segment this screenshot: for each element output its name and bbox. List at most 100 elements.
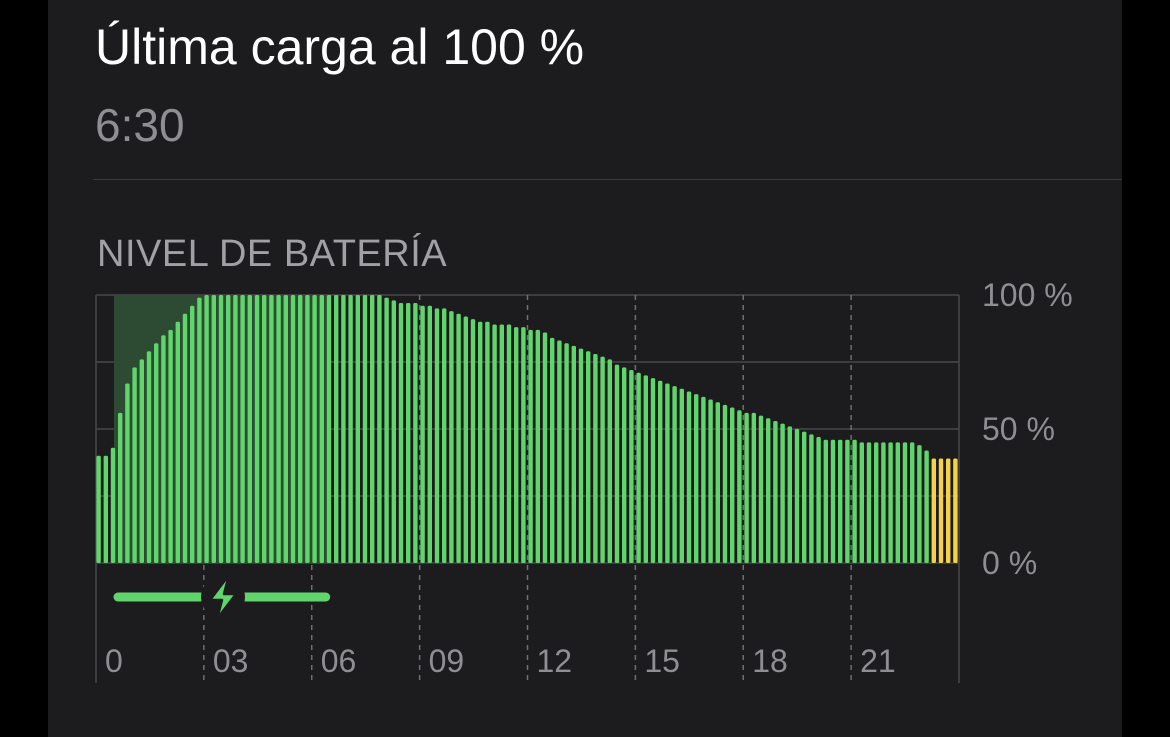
bar bbox=[888, 442, 893, 563]
bar bbox=[262, 295, 267, 563]
y-tick-label: 100 % bbox=[982, 277, 1073, 313]
bar bbox=[607, 359, 612, 563]
bar bbox=[571, 345, 576, 563]
y-tick-label: 50 % bbox=[982, 411, 1055, 447]
bar bbox=[377, 295, 382, 563]
bar bbox=[773, 420, 778, 563]
bar bbox=[938, 458, 944, 563]
bar bbox=[175, 321, 180, 563]
bar bbox=[125, 383, 130, 563]
bar bbox=[658, 380, 663, 563]
bar bbox=[334, 295, 339, 563]
bar bbox=[197, 297, 202, 563]
bar bbox=[636, 372, 641, 563]
bar bbox=[528, 329, 533, 563]
bar bbox=[924, 450, 929, 563]
bar bbox=[240, 295, 245, 563]
bar bbox=[535, 329, 540, 563]
bar bbox=[348, 295, 353, 563]
bar bbox=[96, 455, 101, 563]
battery-card: Última carga al 100 % 6:30 NIVEL DE BATE… bbox=[48, 0, 1122, 737]
bar bbox=[370, 295, 375, 563]
bar bbox=[298, 295, 303, 563]
bar bbox=[463, 316, 468, 563]
bar bbox=[946, 458, 951, 563]
bar bbox=[326, 295, 332, 563]
bar bbox=[406, 303, 411, 563]
bar bbox=[679, 388, 684, 563]
last-charge-title: Última carga al 100 % bbox=[95, 19, 585, 75]
bar bbox=[816, 437, 821, 563]
bar bbox=[362, 295, 368, 563]
bar bbox=[722, 404, 728, 563]
bar bbox=[470, 319, 476, 563]
bar bbox=[737, 410, 742, 563]
bar bbox=[917, 445, 922, 563]
bar bbox=[953, 458, 958, 563]
bar bbox=[550, 337, 555, 563]
bar bbox=[506, 324, 512, 563]
bar bbox=[103, 455, 108, 563]
bar bbox=[211, 295, 216, 563]
bar bbox=[794, 429, 800, 563]
bar bbox=[686, 391, 692, 563]
bar bbox=[247, 295, 252, 563]
bar bbox=[146, 351, 152, 563]
bar bbox=[168, 329, 173, 563]
bar bbox=[427, 305, 432, 563]
bar bbox=[305, 295, 310, 563]
bar bbox=[708, 399, 713, 563]
bar bbox=[442, 308, 447, 563]
bar bbox=[823, 439, 828, 563]
bar bbox=[830, 439, 836, 563]
x-tick-label: 0 bbox=[105, 643, 123, 679]
bar bbox=[629, 370, 634, 563]
bar bbox=[161, 335, 166, 563]
bar bbox=[449, 311, 454, 563]
bar bbox=[787, 426, 792, 563]
x-tick-label: 15 bbox=[644, 643, 680, 679]
bar bbox=[341, 295, 346, 563]
x-tick-label: 18 bbox=[752, 643, 788, 679]
bar bbox=[485, 321, 490, 563]
bar bbox=[744, 412, 749, 563]
bar bbox=[456, 313, 461, 563]
lightning-bolt-icon bbox=[208, 573, 238, 621]
bar bbox=[499, 324, 504, 563]
bar bbox=[290, 295, 296, 563]
bar bbox=[182, 313, 188, 563]
x-tick-label: 06 bbox=[321, 643, 357, 679]
bar bbox=[578, 348, 584, 563]
bar bbox=[557, 340, 562, 563]
bar bbox=[859, 442, 864, 563]
bar bbox=[204, 295, 209, 563]
x-tick-label: 03 bbox=[213, 643, 249, 679]
bar bbox=[218, 295, 224, 563]
bar bbox=[233, 295, 238, 563]
bar bbox=[614, 364, 620, 563]
bar bbox=[586, 351, 591, 563]
charging-indicator bbox=[113, 573, 331, 621]
bar bbox=[866, 442, 872, 563]
bar bbox=[355, 295, 360, 563]
bar bbox=[838, 439, 843, 563]
divider bbox=[93, 179, 1122, 180]
x-tick-label: 21 bbox=[860, 643, 896, 679]
bar bbox=[780, 423, 785, 563]
bar bbox=[874, 442, 879, 563]
bar bbox=[672, 386, 677, 563]
battery-level-chart[interactable]: 100 % 50 % 0 % 0 03 06 09 12 15 18 21 bbox=[48, 0, 1122, 737]
bar bbox=[845, 439, 850, 563]
battery-level-heading: NIVEL DE BATERÍA bbox=[97, 233, 448, 275]
bar bbox=[269, 295, 274, 563]
bar bbox=[312, 295, 317, 563]
bar bbox=[694, 394, 699, 563]
bar bbox=[154, 343, 159, 563]
bar bbox=[413, 303, 418, 563]
chart-bars bbox=[96, 295, 958, 563]
x-axis-labels: 0 03 06 09 12 15 18 21 bbox=[105, 643, 896, 679]
bar bbox=[852, 439, 857, 563]
bar bbox=[600, 356, 605, 563]
bar bbox=[190, 305, 195, 563]
x-tick-label: 12 bbox=[537, 643, 573, 679]
